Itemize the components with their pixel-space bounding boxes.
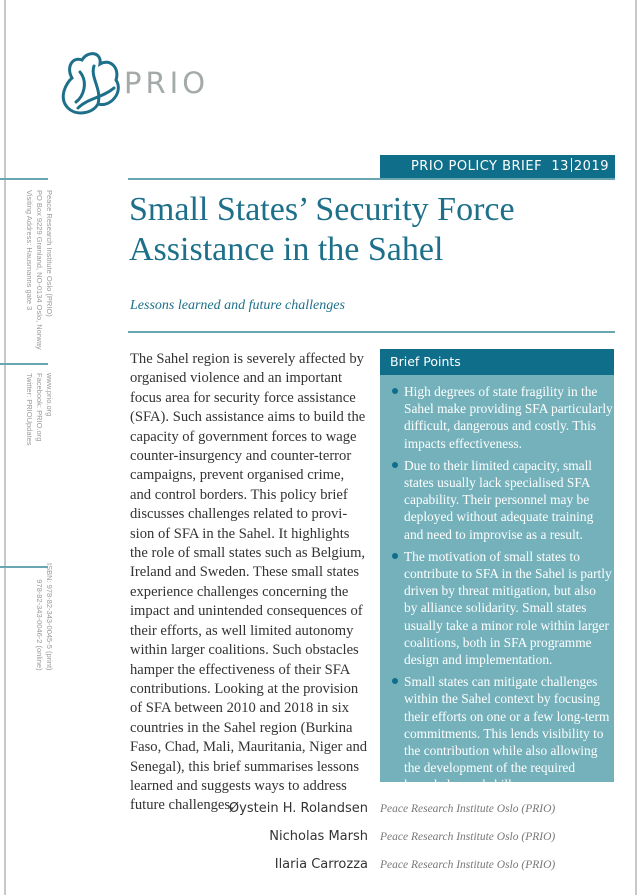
summary-line: contributions. Looking at the provision: [130, 680, 359, 697]
summary-line: their efforts, as well limited autonomy: [130, 622, 354, 639]
prio-logo-text: PRIO: [124, 66, 210, 100]
subtitle: Lessons learned and future challenges: [130, 298, 345, 313]
brief-point: High degrees of state fragility in the Sa…: [392, 383, 614, 452]
summary-line: discusses challenges related to provi-: [130, 506, 348, 523]
bullet-icon: [392, 461, 398, 468]
summary-line: Ireland and Sweden. These small states: [130, 564, 360, 581]
brief-point-line: coalitions, both in SFA programme: [404, 634, 592, 650]
brief-point-line: Sahel make providing SFA particularly: [404, 401, 613, 417]
summary-line: and control borders. This policy brief: [130, 486, 348, 503]
brief-point-line: capability. Their personnel may be: [404, 492, 590, 508]
brief-point: Small states can mitigate challenges with…: [392, 673, 614, 793]
summary-line: capacity of government forces to wage: [130, 428, 357, 445]
author-affiliation: Peace Research Institute Oslo (PRIO): [380, 831, 556, 843]
brief-point-line: the development of the required: [404, 760, 576, 776]
brief-point-line: their efforts on one or a few long-term: [404, 708, 610, 724]
bullet-icon: [392, 552, 398, 559]
summary-line: impact and unintended consequences of: [130, 603, 363, 620]
author-affiliation: Peace Research Institute Oslo (PRIO): [380, 803, 556, 815]
sidebar-isbn: ISBN: 978-82-343-0045-5 (print) 978-82-34…: [35, 563, 54, 671]
bullet-icon: [392, 388, 398, 394]
summary-line: of SFA between 2010 and 2018 in six: [130, 700, 350, 717]
author-name: Øystein H. Rolandsen: [228, 801, 368, 816]
brief-point-line: High degrees of state fragility in the: [404, 384, 598, 399]
summary-line: The Sahel region is severely affected by: [130, 351, 364, 367]
sidebar-rule: [0, 363, 48, 365]
summary-line: learned and suggests ways to address: [130, 777, 347, 794]
prio-logo-icon: [61, 52, 120, 115]
page-edge-right: [635, 0, 637, 895]
sidebar-address: Peace Research Institute Oslo (PRIO) PO B…: [25, 190, 54, 350]
author-name: Ilaria Carrozza: [274, 857, 368, 872]
brief-point-line: Due to their limited capacity, small: [404, 457, 593, 473]
brief-point: The motivation of small states to contrib…: [392, 548, 614, 668]
brief-point-line: states usually lack specialised SFA: [404, 475, 591, 491]
summary-line: organised violence and an important: [130, 370, 343, 387]
summary-line: sion of SFA in the Sahel. It highlights: [130, 525, 350, 542]
sidebar-rule: [0, 566, 48, 568]
brief-point-line: commitments. This lends visibility to: [404, 725, 604, 741]
brief-point-line: difficult, dangerous and costly. This: [404, 418, 597, 434]
issue-number: 13: [551, 159, 569, 174]
summary-line: the role of small states such as Belgium…: [130, 545, 366, 562]
brief-point-line: by alliance solidarity. Small states: [404, 600, 587, 616]
author-affiliation: Peace Research Institute Oslo (PRIO): [380, 859, 556, 871]
summary-line: focus area for security force assistance: [130, 389, 356, 406]
brief-point-line: design and implementation.: [404, 652, 553, 668]
series-label: PRIO POLICY BRIEF: [410, 159, 543, 174]
policy-brief-banner: PRIO POLICY BRIEF 13 2019: [380, 155, 615, 179]
summary-line: future challenges.: [130, 797, 234, 814]
brief-point-line: driven by threat mitigation, but also: [404, 583, 596, 599]
summary-line: hamper the effectiveness of their SFA: [130, 661, 351, 678]
sidebar-web: www.prio.org Facebook: PRIO.org Twitter: P…: [25, 373, 54, 446]
author-name: Nicholas Marsh: [269, 829, 368, 844]
header-rule: [128, 178, 615, 180]
page-title: Small States’ Security Force Assistance i…: [129, 191, 515, 268]
summary-line: (SFA). Such assistance aims to build the: [130, 409, 366, 426]
brief-point-line: The motivation of small states to: [404, 548, 580, 564]
brief-point-line: contribute to SFA in the Sahel is partly: [404, 566, 612, 582]
bullet-icon: [392, 678, 398, 685]
brief-point-line: Small states can mitigate challenges: [404, 674, 598, 690]
brief-point-line: within the Sahel context by focusing: [404, 691, 600, 707]
summary-line: within larger coalitions. Such obstacles: [130, 642, 359, 659]
summary-line: Faso, Chad, Mali, Mauritania, Niger and: [130, 739, 368, 756]
summary-line: counter-insurgency and counter-terror: [130, 448, 352, 465]
brief-points-box: Brief Points High degrees of state fragi…: [380, 349, 614, 792]
summary-line: experience challenges concerning the: [130, 583, 349, 600]
summary-line: campaigns, prevent organised crime,: [130, 467, 345, 484]
brief-point-line: knowledge and skills.: [404, 777, 521, 793]
brief-point-line: and need to improvise as a result.: [404, 526, 583, 542]
brief-point-line: impacts effectiveness.: [404, 435, 522, 451]
page-edge-left: [4, 0, 6, 895]
summary-line: countries in the Sahel region (Burkina: [130, 719, 353, 736]
summary-text: The Sahel region is severely affected by…: [130, 350, 370, 816]
brief-points-heading: Brief Points: [380, 349, 614, 375]
summary-line: Senegal), this brief summarises lessons: [130, 758, 360, 775]
sidebar-rule: [0, 178, 48, 180]
issue-year: 2019: [573, 159, 609, 174]
brief-point-line: deployed without adequate training: [404, 509, 594, 525]
brief-point-line: usually take a minor role within larger: [404, 617, 610, 633]
brief-point-line: the contribution while also allowing: [404, 743, 598, 759]
brief-point: Due to their limited capacity, small stat…: [392, 457, 614, 543]
subtitle-rule: [128, 331, 615, 333]
